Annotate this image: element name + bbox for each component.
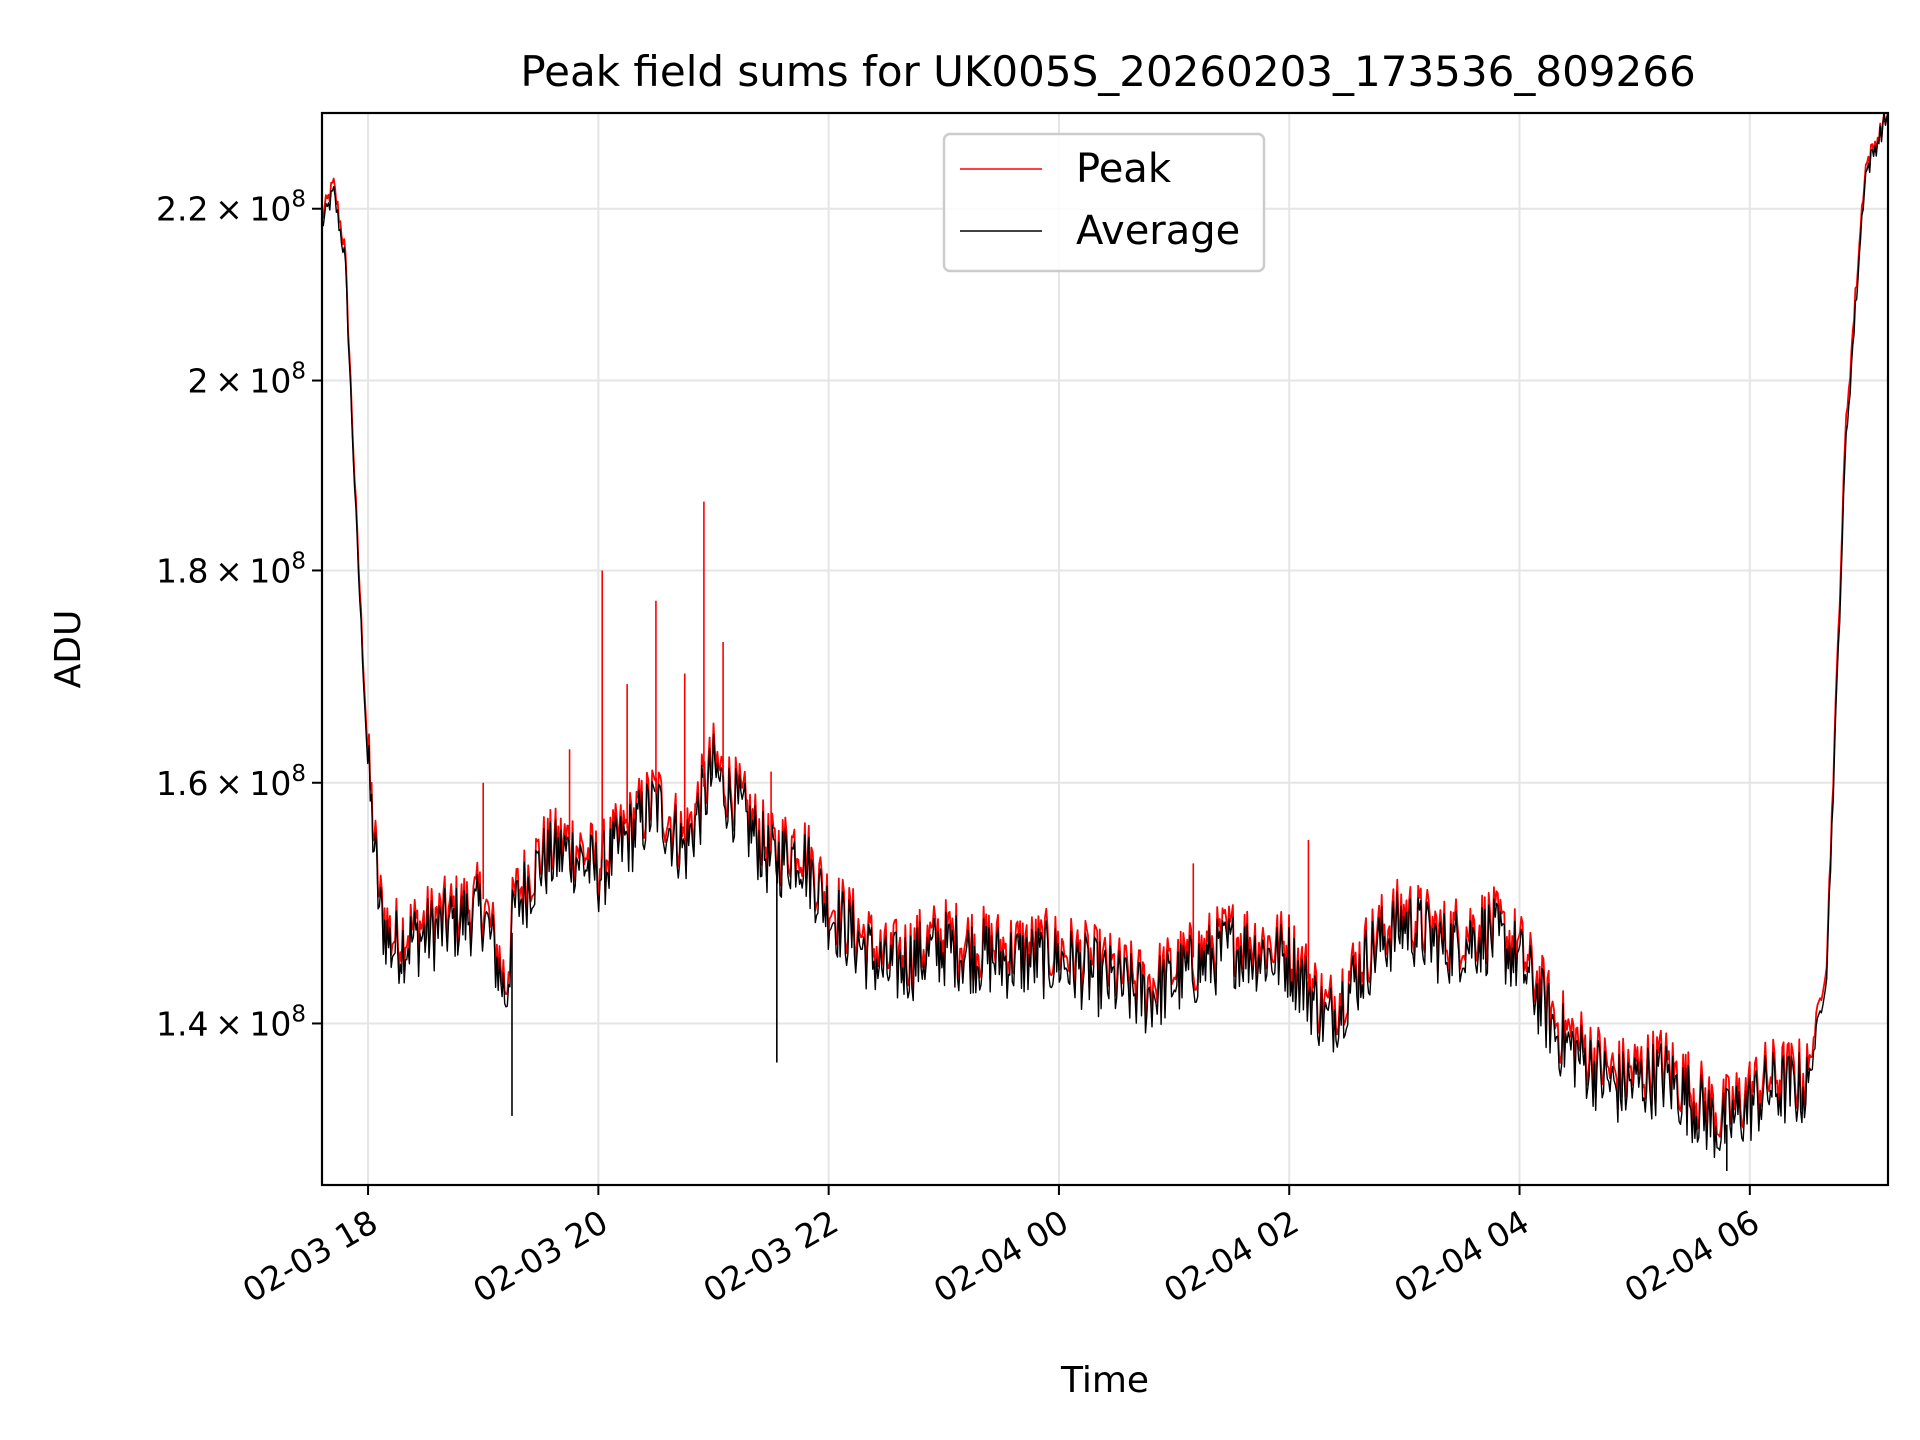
x-axis-label: Time (1060, 1360, 1149, 1401)
y-tick-label: 2.2 × 108 (156, 187, 306, 229)
y-ticks: 1.4 × 108 1.6 × 108 1.8 × 108 2 × 108 2.2 × … (156, 187, 322, 1043)
legend-label-average: Average (1076, 208, 1240, 254)
legend-label-peak: Peak (1076, 146, 1172, 192)
legend: Peak Average (942, 132, 1266, 273)
plot-frame (320, 111, 1890, 1187)
series-layer (321, 112, 1889, 1171)
y-tick-label: 2 × 108 (188, 359, 306, 401)
y-tick-label: 1.4 × 108 (156, 1001, 306, 1043)
chart-title: Peak field sums for UK005S_20260203_1735… (520, 47, 1695, 96)
grid (322, 113, 1888, 1185)
y-axis-label: ADU (48, 610, 89, 689)
y-tick-label: 1.6 × 108 (156, 761, 306, 803)
series-line-average (321, 112, 1889, 1159)
y-tick-label: 1.8 × 108 (156, 548, 306, 590)
